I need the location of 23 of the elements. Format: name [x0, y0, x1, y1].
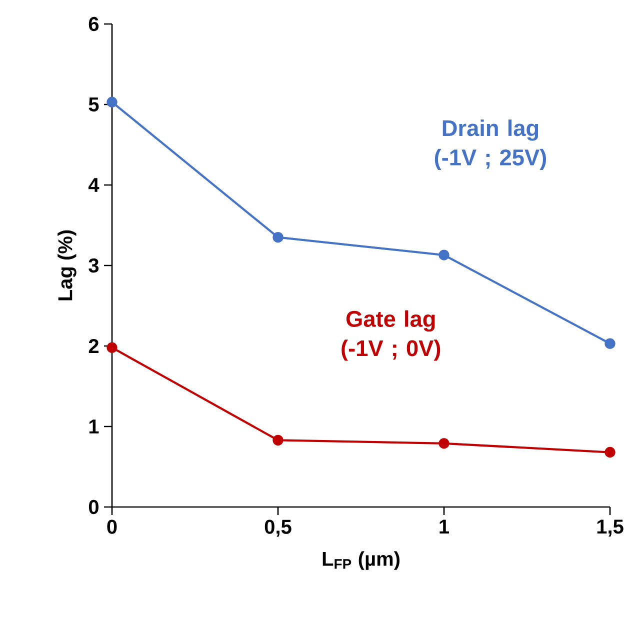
point — [106, 96, 118, 108]
y-tick-label: 0 — [88, 500, 98, 514]
y-tick-label: 3 — [88, 258, 99, 273]
text: Drain lag (-1V ; 25V) — [434, 120, 546, 170]
text: Gate lag (-1V ; 0V) — [342, 310, 440, 361]
point — [106, 342, 118, 353]
point — [438, 250, 450, 260]
y-tick-label: 6 — [88, 16, 99, 32]
x-tick-label: 0 — [107, 520, 117, 534]
point — [272, 232, 284, 243]
y-tick-label: 1 — [89, 420, 99, 434]
y-tick-label: 5 — [88, 98, 99, 112]
point — [604, 446, 616, 458]
point — [604, 338, 616, 349]
x-tick-label: 1,5 — [597, 520, 624, 537]
y-tick-label: 4 — [88, 178, 100, 192]
x-tick-label: 1 — [440, 520, 450, 534]
point — [272, 434, 284, 446]
x-axis-title: L$_{FP}$ (µm) — [322, 551, 400, 570]
point — [438, 438, 450, 449]
x-tick-label: 0,5 — [264, 520, 292, 537]
y-axis-title: Lag (%) — [58, 230, 76, 300]
y-tick-label: 2 — [88, 339, 98, 353]
